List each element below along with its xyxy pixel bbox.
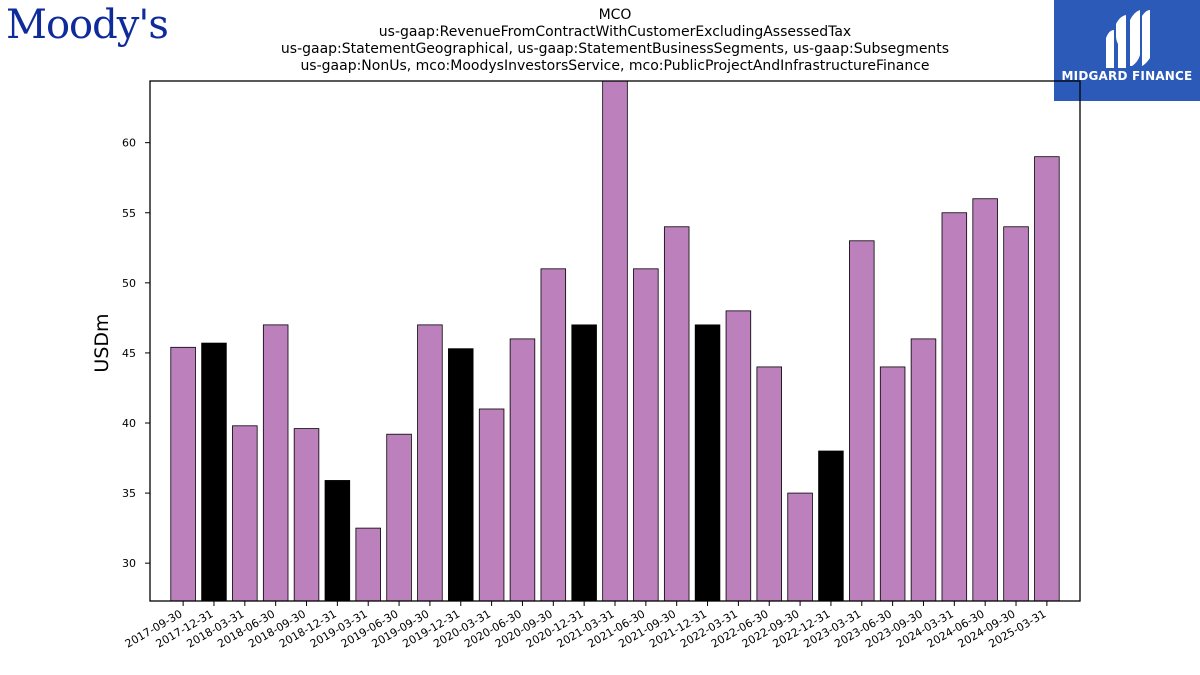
y-tick-label: 60	[122, 137, 136, 150]
bar-2022-12-31	[818, 450, 844, 602]
y-tick-label: 40	[122, 417, 136, 430]
midgard-finance-text: MIDGARD FINANCE	[1061, 69, 1193, 83]
y-tick-label: 55	[122, 207, 136, 220]
bar-2023-03-31	[849, 240, 875, 602]
chart-title-line-4: us-gaap:NonUs, mco:MoodysInvestorsServic…	[300, 58, 930, 74]
bar-2022-06-30	[756, 366, 782, 602]
bar-2019-09-30	[417, 324, 443, 602]
bar-2020-12-31	[571, 324, 597, 602]
bar-2022-03-31	[725, 310, 752, 602]
y-tick-label: 45	[122, 347, 136, 360]
y-tick-label: 30	[122, 557, 136, 570]
bar-2020-06-30	[509, 338, 536, 602]
bar-2019-12-31	[448, 348, 474, 602]
bar-2017-09-30	[170, 346, 196, 602]
bar-2020-03-31	[478, 408, 505, 602]
bar-2019-03-31	[355, 527, 381, 602]
moodys-logo-text: Moody's	[6, 2, 169, 48]
bar-2021-12-31	[694, 324, 721, 602]
chart-title-line-3: us-gaap:StatementGeographical, us-gaap:S…	[280, 41, 950, 57]
midgard-logo-mark-icon	[1054, 0, 1200, 101]
y-tick-label: 50	[122, 277, 136, 290]
bar-2024-09-30	[1003, 226, 1029, 602]
chart-title: MCO us-gaap:RevenueFromContractWithCusto…	[150, 7, 1080, 75]
bar-2025-03-31	[1034, 156, 1060, 602]
bar-2018-06-30	[262, 324, 289, 602]
bar-2019-06-30	[386, 433, 412, 602]
bar-2017-12-31	[201, 342, 227, 602]
bar-2023-06-30	[879, 366, 906, 602]
moodys-logo: Moody's	[6, 2, 169, 48]
bar-2020-09-30	[540, 268, 567, 602]
bar-2018-09-30	[293, 428, 320, 602]
midgard-finance-logo: MIDGARD FINANCE	[1054, 0, 1200, 101]
y-axis-label: USDm	[91, 313, 113, 372]
bar-2018-12-31	[324, 480, 351, 602]
y-tick-label: 35	[122, 487, 136, 500]
bar-2018-03-31	[232, 425, 258, 602]
bar-2023-09-30	[910, 338, 937, 602]
bar-2022-09-30	[787, 492, 813, 602]
bar-2024-03-31	[941, 212, 968, 602]
bar-2021-06-30	[633, 268, 659, 602]
chart-title-line-2: us-gaap:RevenueFromContractWithCustomerE…	[378, 24, 852, 40]
bar-2021-09-30	[663, 226, 690, 602]
chart-title-line-1: MCO	[598, 7, 632, 23]
bar-2021-03-31	[602, 80, 628, 602]
bar-2024-06-30	[972, 198, 998, 602]
